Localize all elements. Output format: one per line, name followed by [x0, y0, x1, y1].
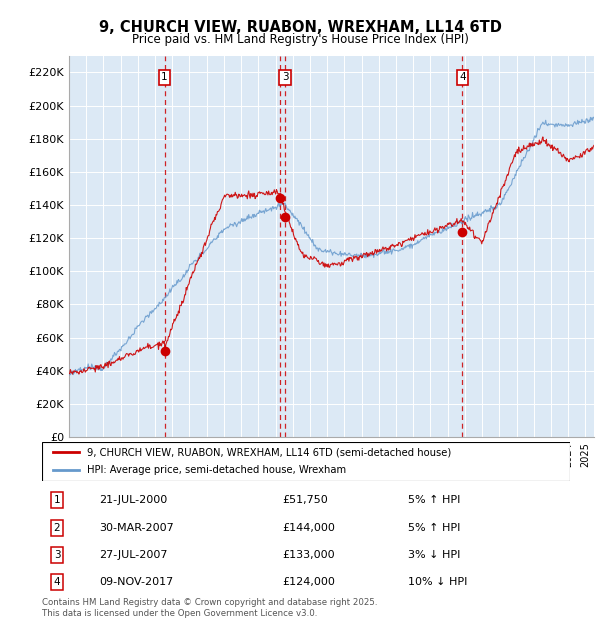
Text: 3: 3: [282, 73, 289, 82]
Text: Contains HM Land Registry data © Crown copyright and database right 2025.
This d: Contains HM Land Registry data © Crown c…: [42, 598, 377, 618]
Text: 21-JUL-2000: 21-JUL-2000: [99, 495, 167, 505]
Text: £144,000: £144,000: [282, 523, 335, 533]
Text: 4: 4: [459, 73, 466, 82]
Text: 5% ↑ HPI: 5% ↑ HPI: [408, 495, 460, 505]
Text: £51,750: £51,750: [282, 495, 328, 505]
Text: £133,000: £133,000: [282, 550, 335, 560]
Text: 3% ↓ HPI: 3% ↓ HPI: [408, 550, 460, 560]
Text: 9, CHURCH VIEW, RUABON, WREXHAM, LL14 6TD: 9, CHURCH VIEW, RUABON, WREXHAM, LL14 6T…: [98, 20, 502, 35]
Text: 30-MAR-2007: 30-MAR-2007: [99, 523, 174, 533]
Text: 1: 1: [53, 495, 61, 505]
Text: HPI: Average price, semi-detached house, Wrexham: HPI: Average price, semi-detached house,…: [87, 465, 346, 475]
Text: 10% ↓ HPI: 10% ↓ HPI: [408, 577, 467, 587]
Text: Price paid vs. HM Land Registry's House Price Index (HPI): Price paid vs. HM Land Registry's House …: [131, 33, 469, 46]
Text: 2: 2: [53, 523, 61, 533]
Text: £124,000: £124,000: [282, 577, 335, 587]
Text: 1: 1: [161, 73, 168, 82]
Text: 27-JUL-2007: 27-JUL-2007: [99, 550, 167, 560]
Text: 3: 3: [53, 550, 61, 560]
Text: 4: 4: [53, 577, 61, 587]
Text: 9, CHURCH VIEW, RUABON, WREXHAM, LL14 6TD (semi-detached house): 9, CHURCH VIEW, RUABON, WREXHAM, LL14 6T…: [87, 448, 451, 458]
Text: 09-NOV-2017: 09-NOV-2017: [99, 577, 173, 587]
Text: 5% ↑ HPI: 5% ↑ HPI: [408, 523, 460, 533]
